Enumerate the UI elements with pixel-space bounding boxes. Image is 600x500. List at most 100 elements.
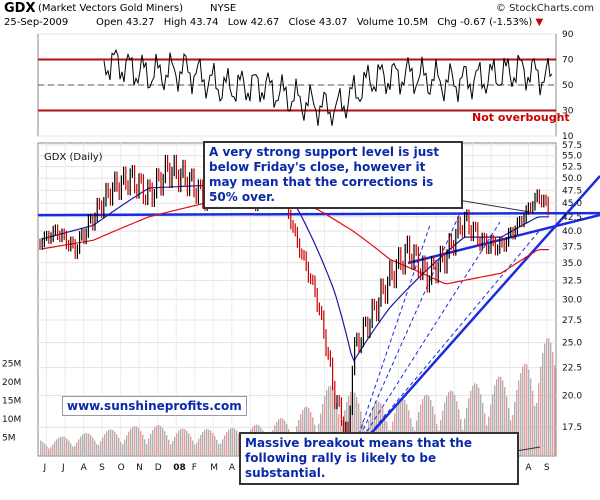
- volume-bar: [46, 445, 48, 456]
- fan-line: [351, 224, 431, 456]
- volume-bar: [220, 443, 222, 456]
- open-label: Open: [96, 17, 123, 28]
- price-panel-title: GDX (Daily): [44, 152, 103, 163]
- source-credit: © StockCharts.com: [495, 3, 594, 14]
- volume-bar: [402, 398, 404, 456]
- x-tick-label: S: [544, 463, 550, 473]
- volume-bar: [398, 401, 400, 456]
- volume-bar: [58, 437, 60, 456]
- volume-bar: [400, 398, 402, 456]
- volume-bar: [210, 430, 212, 456]
- volume-bar: [154, 427, 156, 456]
- volume-bar: [80, 436, 82, 456]
- volume-bar: [112, 430, 114, 456]
- volume-bar: [406, 404, 408, 456]
- volume-bar: [554, 365, 556, 456]
- volume-bar: [98, 445, 100, 456]
- x-tick-label: J: [61, 463, 65, 473]
- volume-bar: [422, 398, 424, 456]
- volume-bar: [506, 396, 508, 456]
- volume-bar: [214, 436, 216, 456]
- x-tick-label: M: [210, 463, 218, 473]
- price-y-tick-label: 40.0: [562, 227, 582, 237]
- volume-bar: [420, 404, 422, 456]
- volume-bar: [50, 447, 52, 456]
- volume-bar: [524, 363, 526, 456]
- volume-bar: [502, 380, 504, 456]
- price-y-tick-label: 55.0: [562, 152, 582, 162]
- volume-bar: [120, 441, 122, 456]
- volume-bar: [306, 406, 308, 456]
- volume-bar: [202, 432, 204, 456]
- rsi-y-tick-label: 30: [562, 107, 574, 117]
- volume-bar: [480, 394, 482, 456]
- volume-label: Volume: [356, 17, 394, 28]
- website-watermark: www.sunshineprofits.com: [62, 396, 247, 416]
- chart-header: GDX (Market Vectors Gold Miners) NYSE © …: [4, 0, 600, 32]
- price-y-tick-label: 32.5: [562, 276, 582, 286]
- volume-bar: [178, 430, 180, 456]
- volume-bar: [550, 342, 552, 456]
- support-level-note: A very strong support level is just belo…: [203, 141, 463, 209]
- x-tick-label: A: [525, 463, 532, 473]
- volume-bar: [542, 353, 544, 456]
- volume-bar: [116, 434, 118, 456]
- volume-bar: [450, 390, 452, 456]
- volume-bar: [172, 440, 174, 456]
- volume-bar: [500, 376, 502, 456]
- volume-bar: [532, 390, 534, 456]
- volume-bar: [160, 425, 162, 456]
- volume-bar: [232, 428, 234, 456]
- volume-bar: [180, 429, 182, 456]
- volume-bar: [428, 396, 430, 456]
- x-tick-label: S: [99, 463, 105, 473]
- volume-bar: [446, 396, 448, 456]
- volume-bar: [226, 432, 228, 456]
- volume-bar: [56, 439, 58, 456]
- close-value: 43.07: [318, 17, 348, 28]
- volume-bar: [194, 444, 196, 456]
- volume-bar: [126, 435, 128, 456]
- volume-bar: [216, 439, 218, 456]
- volume-bar: [322, 404, 324, 456]
- volume-bar: [170, 444, 172, 456]
- ticker-name: (Market Vectors Gold Miners): [38, 3, 183, 14]
- volume-bar: [186, 430, 188, 456]
- volume-bar: [508, 407, 510, 456]
- volume-bar: [192, 440, 194, 456]
- volume-bar: [88, 433, 90, 456]
- volume-bar: [424, 395, 426, 456]
- volume-bar: [490, 404, 492, 456]
- volume-bar: [516, 390, 518, 456]
- volume-bar: [540, 366, 542, 456]
- volume-bar: [136, 426, 138, 456]
- volume-value: 10.5M: [397, 17, 429, 28]
- volume-bar: [304, 407, 306, 456]
- volume-bar: [190, 436, 192, 456]
- open-value: 43.27: [125, 17, 155, 28]
- price-y-tick-label: 17.5: [562, 423, 582, 433]
- volume-bar: [106, 431, 108, 456]
- rsi-y-tick-label: 90: [562, 30, 574, 40]
- note-pointer: [451, 198, 531, 213]
- major-uptrend-line: [351, 175, 600, 456]
- volume-bar: [162, 428, 164, 456]
- volume-bar: [90, 435, 92, 456]
- volume-bar: [184, 429, 186, 456]
- volume-bar: [378, 401, 380, 456]
- volume-bar: [334, 393, 336, 456]
- volume-bar: [72, 446, 74, 456]
- volume-bar: [432, 406, 434, 456]
- ohlc-readout: Open 43.27 High 43.74 Low 42.67 Close 43…: [96, 17, 543, 28]
- volume-bar: [128, 431, 130, 456]
- price-y-tick-label: 30.0: [562, 295, 582, 305]
- volume-bar: [150, 433, 152, 456]
- volume-bar: [134, 425, 136, 456]
- volume-bar: [544, 343, 546, 456]
- volume-y-tick-label: 25M: [2, 359, 21, 369]
- x-tick-label: F: [192, 463, 197, 473]
- price-y-tick-label: 57.5: [562, 141, 582, 151]
- volume-bar: [130, 428, 132, 456]
- volume-y-tick-label: 5M: [2, 433, 16, 443]
- support-level-line: [37, 211, 600, 217]
